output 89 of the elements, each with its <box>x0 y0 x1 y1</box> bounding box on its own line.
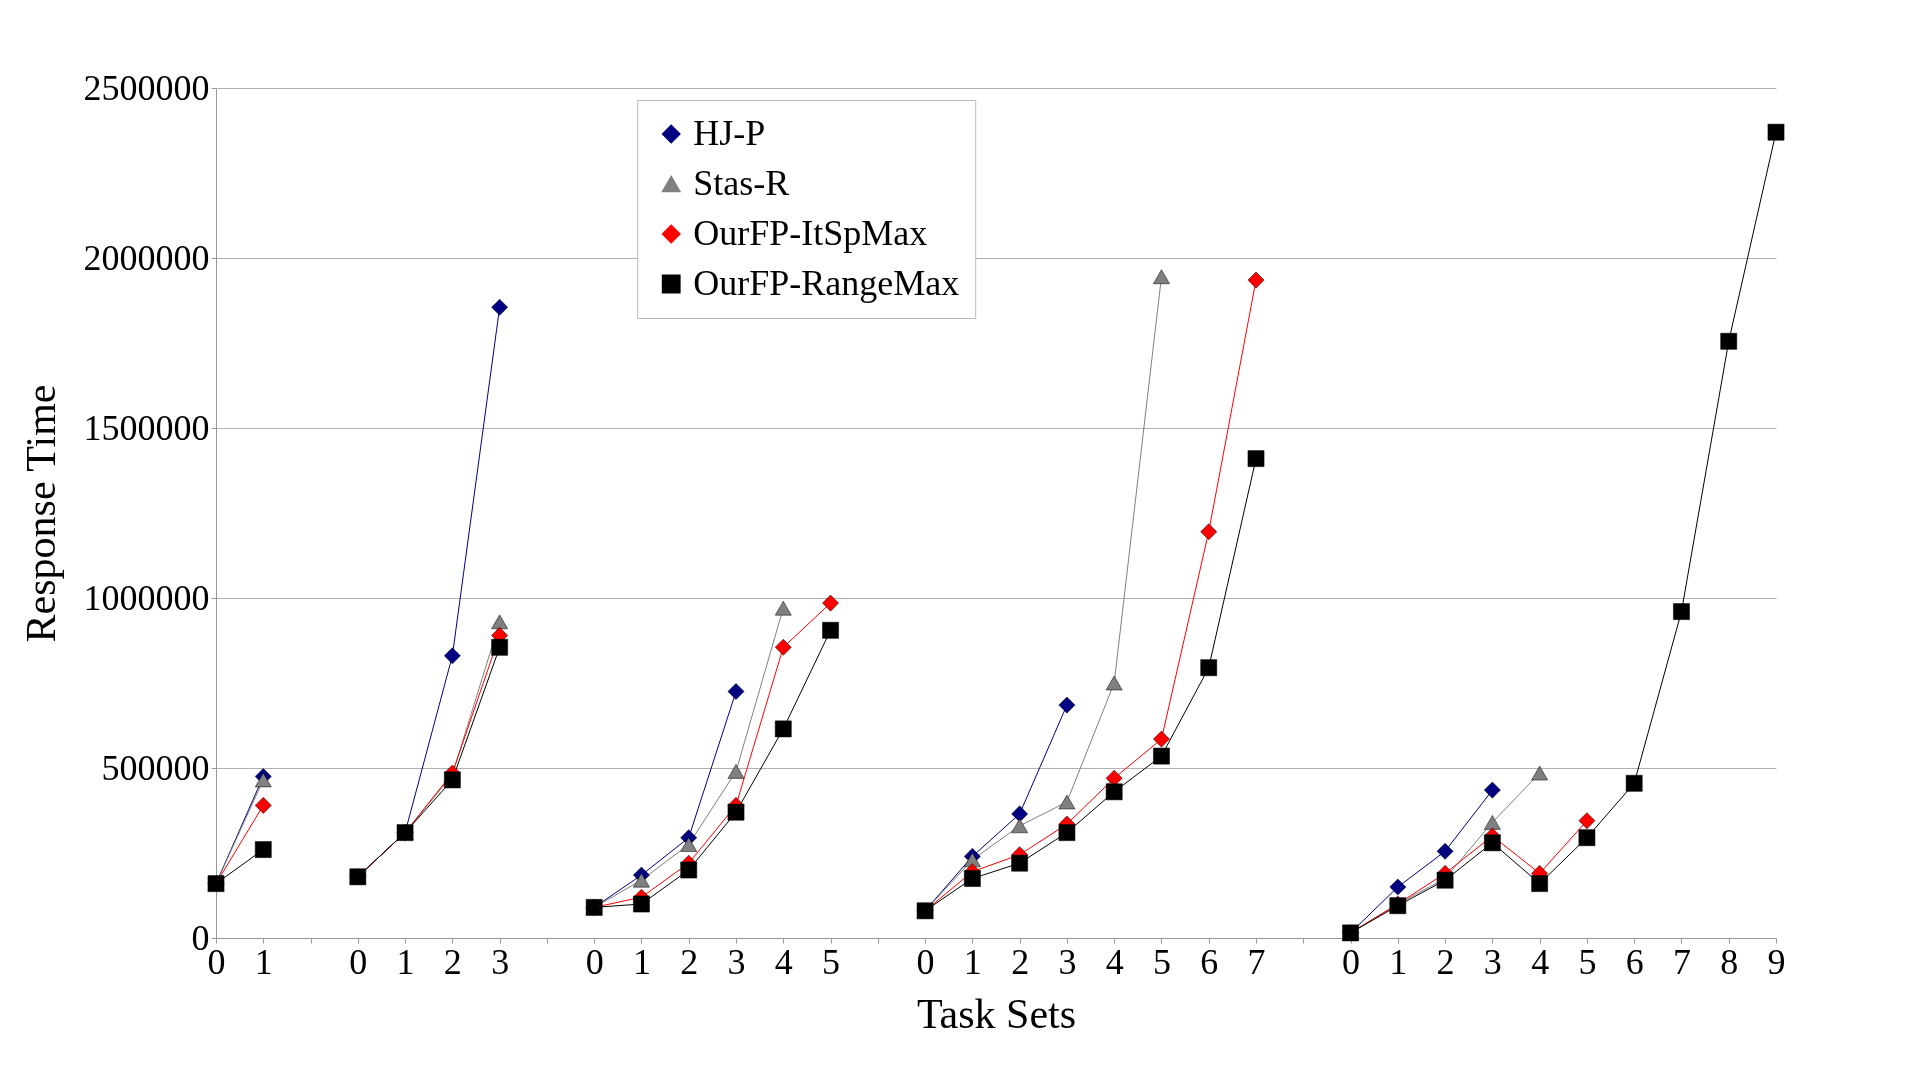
point <box>727 764 745 779</box>
x-tick-label: 9 <box>1767 941 1786 982</box>
point <box>1153 269 1170 284</box>
x-tick-label: 1 <box>254 941 273 982</box>
point <box>1200 659 1218 677</box>
x-tick-label: 3 <box>491 941 510 982</box>
x-tick-label: 1 <box>632 941 651 982</box>
point <box>1625 774 1643 792</box>
y-axis-title: Response Time <box>17 384 64 643</box>
point <box>444 647 461 665</box>
point <box>491 614 508 630</box>
point <box>1011 818 1028 834</box>
x-tick-label: 2 <box>1011 941 1030 982</box>
point <box>1200 523 1218 541</box>
point <box>774 638 792 656</box>
point <box>1720 332 1738 350</box>
point <box>727 683 745 700</box>
legend-label: OurFP-RangeMax <box>693 263 960 303</box>
x-tick-label: 1 <box>1389 941 1408 982</box>
point <box>254 797 272 814</box>
legend-label: OurFP-ItSpMax <box>693 213 928 253</box>
point <box>1767 123 1785 141</box>
x-tick-label: 5 <box>822 941 841 982</box>
point <box>1531 765 1548 781</box>
y-tick-label: 500000 <box>101 747 210 788</box>
point <box>822 594 839 612</box>
point <box>1484 815 1501 830</box>
x-tick-label: 6 <box>1200 941 1219 982</box>
point <box>1105 783 1123 801</box>
y-tick-label: 2000000 <box>83 237 210 278</box>
point <box>680 837 698 852</box>
x-axis-title: Task Sets <box>916 990 1077 1037</box>
x-tick-label: 4 <box>1531 941 1550 982</box>
point <box>1105 675 1123 691</box>
x-tick-label: 7 <box>1672 941 1691 982</box>
x-tick-label: 3 <box>1483 941 1502 982</box>
x-tick-label: 5 <box>1152 941 1171 982</box>
point <box>1673 603 1690 620</box>
point <box>1484 781 1501 799</box>
point <box>1153 747 1170 765</box>
point <box>1011 805 1028 823</box>
point <box>964 870 981 887</box>
point <box>1247 450 1265 467</box>
x-tick-label: 7 <box>1247 941 1266 982</box>
x-tick-label: 6 <box>1625 941 1644 982</box>
legend-label: HJ-P <box>693 113 766 153</box>
point <box>1389 878 1407 896</box>
x-tick-label: 2 <box>443 941 462 982</box>
x-tick-label: 4 <box>1105 941 1124 982</box>
y-tick-label: 2500000 <box>83 67 210 108</box>
x-tick-label: 1 <box>963 941 982 982</box>
point <box>1247 271 1265 289</box>
point <box>491 298 508 316</box>
y-tick-label: 1000000 <box>83 577 210 618</box>
point <box>1484 834 1501 852</box>
x-tick-label: 3 <box>727 941 746 982</box>
x-tick-label: 0 <box>916 941 935 982</box>
y-tick-label: 1500000 <box>83 407 210 448</box>
x-tick-label: 5 <box>1578 941 1597 982</box>
point <box>1436 842 1454 860</box>
point <box>491 638 508 656</box>
x-tick-label: 4 <box>774 941 793 982</box>
x-tick-label: 0 <box>1342 941 1361 982</box>
point <box>774 600 792 616</box>
x-tick-label: 0 <box>585 941 604 982</box>
point <box>727 803 745 821</box>
point <box>774 720 792 738</box>
x-tick-label: 2 <box>680 941 699 982</box>
x-tick-label: 2 <box>1436 941 1455 982</box>
point <box>633 872 650 888</box>
point <box>822 621 839 639</box>
point <box>1058 794 1076 810</box>
point <box>1153 730 1170 748</box>
point <box>444 771 461 789</box>
x-tick-label: 0 <box>349 941 368 982</box>
x-tick-label: 3 <box>1058 941 1077 982</box>
legend-label: Stas-R <box>693 163 790 203</box>
point <box>1058 824 1076 841</box>
point <box>1531 875 1548 892</box>
point <box>254 772 272 788</box>
point <box>633 895 650 913</box>
point <box>1578 812 1596 830</box>
point <box>680 861 698 879</box>
point <box>1011 854 1028 872</box>
point <box>1578 829 1596 847</box>
point <box>254 841 272 858</box>
point <box>1058 696 1076 714</box>
x-tick-label: 8 <box>1720 941 1739 982</box>
x-tick-label: 1 <box>396 941 415 982</box>
